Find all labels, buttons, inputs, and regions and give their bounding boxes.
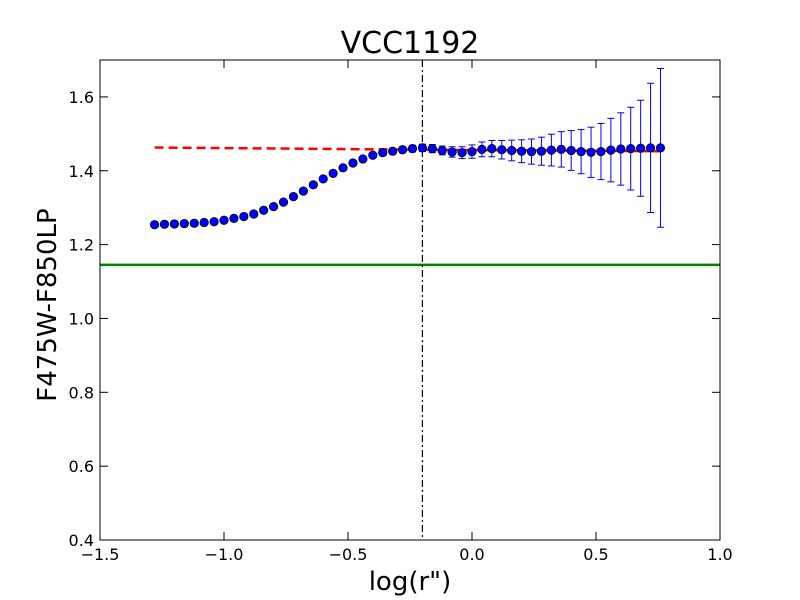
data-point — [288, 192, 299, 202]
x-axis-label: log(r") — [369, 567, 452, 597]
data-point — [397, 145, 408, 155]
data-point — [586, 147, 596, 157]
data-point — [348, 158, 358, 168]
data-point — [596, 146, 606, 157]
data-point — [526, 146, 537, 157]
y-axis-label: F475W-F850LP — [33, 208, 63, 401]
data-point — [467, 146, 477, 157]
y-tick-label: 1.6 — [69, 88, 94, 107]
data-point — [189, 218, 199, 228]
data-point — [149, 220, 160, 230]
data-point — [536, 146, 547, 156]
y-tick-label: 1.2 — [69, 236, 94, 255]
data-point — [169, 219, 179, 229]
data-point — [199, 217, 209, 228]
data-point — [437, 145, 447, 156]
data-point — [566, 145, 576, 156]
data-point — [636, 143, 646, 153]
data-point — [507, 145, 517, 156]
data-point — [388, 146, 398, 156]
data-point — [645, 143, 656, 153]
plot-frame — [99, 59, 721, 541]
x-tick-label: 1.0 — [707, 545, 732, 564]
data-point — [318, 174, 328, 184]
data-point — [417, 143, 427, 153]
y-tick-label: 0.4 — [69, 531, 94, 550]
fit-line-dashed — [154, 146, 423, 151]
series-layer — [100, 60, 720, 540]
data-point — [477, 144, 487, 154]
data-point — [358, 154, 368, 164]
data-point — [616, 144, 626, 154]
data-point — [239, 211, 249, 222]
data-point — [516, 146, 527, 156]
data-point — [546, 145, 556, 155]
y-tick-label: 0.8 — [69, 383, 94, 402]
data-point — [338, 163, 348, 173]
data-point — [298, 186, 308, 196]
data-point — [209, 217, 219, 227]
data-point — [249, 209, 259, 219]
data-point — [308, 180, 318, 190]
x-tick-label: 0.5 — [583, 545, 608, 564]
data-point — [487, 144, 497, 154]
data-point — [427, 144, 437, 154]
data-point — [159, 219, 170, 229]
data-point — [576, 146, 586, 157]
y-tick-label: 0.6 — [69, 457, 94, 476]
plot-area — [100, 60, 720, 540]
data-point — [556, 144, 566, 154]
data-point — [259, 205, 269, 215]
data-point — [378, 148, 388, 158]
y-tick-label: 1.0 — [69, 309, 94, 328]
data-point — [626, 144, 636, 154]
data-point — [447, 147, 457, 157]
data-point — [457, 148, 467, 158]
data-point — [368, 150, 378, 160]
chart-title: VCC1192 — [341, 26, 480, 61]
x-tick-label: −1.0 — [205, 545, 244, 564]
data-point — [229, 213, 239, 223]
axes-layer: −1.5 −1.0 −0.5 0.0 0.5 1.0 0.4 0.6 0.8 1.0 1.2 1.4 1… — [69, 59, 733, 564]
data-point — [407, 144, 418, 154]
data-point — [268, 201, 279, 212]
data-point — [219, 215, 229, 225]
data-point — [655, 143, 666, 153]
x-tick-label: −1.5 — [81, 545, 120, 564]
data-point — [606, 145, 616, 155]
data-point — [278, 197, 289, 207]
y-tick-label: 1.4 — [69, 162, 94, 181]
data-point — [497, 145, 507, 155]
x-tick-label: 0.0 — [459, 545, 484, 564]
data-point — [328, 168, 338, 178]
data-point — [179, 218, 189, 229]
x-tick-label: −0.5 — [329, 545, 368, 564]
